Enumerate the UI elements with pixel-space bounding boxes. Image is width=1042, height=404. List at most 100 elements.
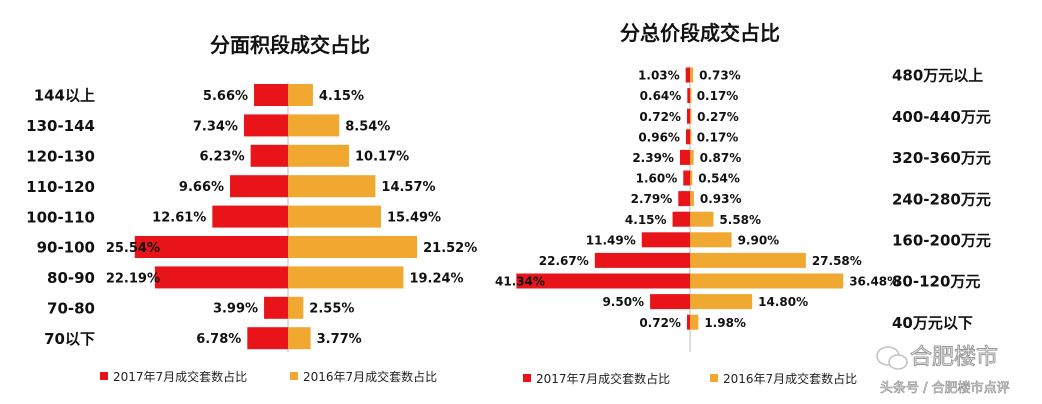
right-chart: 1.03% 0.64% 0.72% 0.96% 2.39% 1.60% 2.79% 4.15%… xyxy=(495,66,991,352)
bar-2017 xyxy=(250,144,288,167)
data-label-2017: 9.50% xyxy=(602,295,644,309)
data-label-2017: 11.49% xyxy=(586,233,636,247)
data-label-2017: 12.61% xyxy=(152,211,206,226)
bar-2016 xyxy=(288,114,340,137)
data-label-2016: 19.24% xyxy=(409,271,463,286)
data-label-2017: 2.79% xyxy=(631,192,673,206)
data-label-2016: 9.90% xyxy=(738,233,780,247)
bar-2016 xyxy=(288,327,311,350)
bar-2016 xyxy=(690,273,844,289)
bar-2017 xyxy=(243,114,288,137)
data-label-2016: 4.15% xyxy=(319,89,364,104)
data-label-2016: 27.58% xyxy=(812,254,862,268)
data-label-2017: 6.23% xyxy=(200,150,245,165)
bar-2016 xyxy=(288,296,304,319)
category-label: 90-100 xyxy=(37,239,95,257)
data-label-2017: 25.54% xyxy=(106,241,160,256)
bar-2017 xyxy=(685,129,690,145)
data-label-2016: 14.57% xyxy=(381,180,435,195)
bar-2016 xyxy=(690,108,692,124)
data-label-2017: 41.34% xyxy=(495,275,545,289)
right-chart-title: 分总价段成交占比 xyxy=(620,21,780,45)
bar-2017 xyxy=(516,273,690,289)
bar-2017 xyxy=(687,88,690,104)
data-label-2016: 1.98% xyxy=(704,316,746,330)
data-label-2016: 0.54% xyxy=(698,172,740,186)
bar-2016 xyxy=(288,236,418,258)
bar-2016 xyxy=(690,211,714,227)
data-label-2016: 0.73% xyxy=(699,69,741,83)
legend-swatch-2016-right xyxy=(710,374,718,382)
data-label-2017: 6.78% xyxy=(196,332,241,347)
bar-2016 xyxy=(288,266,404,289)
bar-2017 xyxy=(264,296,288,319)
category-label: 120-130 xyxy=(26,148,95,166)
bar-2017 xyxy=(254,84,288,106)
bar-2017 xyxy=(678,191,690,207)
data-label-2017: 7.34% xyxy=(193,119,238,134)
bar-2017 xyxy=(650,294,690,310)
data-label-2016: 0.17% xyxy=(697,130,739,144)
data-label-2016: 15.49% xyxy=(387,211,441,226)
bar-2016 xyxy=(690,129,692,145)
data-label-2017: 0.72% xyxy=(639,316,681,330)
bar-2017 xyxy=(686,314,690,330)
data-label-2016: 14.80% xyxy=(758,295,808,309)
bar-2016 xyxy=(690,149,694,165)
category-label: 70-80 xyxy=(47,300,95,318)
bar-2016 xyxy=(288,205,381,228)
legend-swatch-2017 xyxy=(100,372,108,380)
category-label: 160-200万元 xyxy=(892,232,991,250)
legend-swatch-2016 xyxy=(290,372,298,380)
left-chart-title: 分面积段成交占比 xyxy=(210,33,370,57)
legend-label-2016-right: 2016年7月成交套数占比 xyxy=(723,371,857,386)
data-label-2017: 0.72% xyxy=(639,110,681,124)
data-label-2016: 0.17% xyxy=(697,89,739,103)
data-label-2017: 9.66% xyxy=(179,180,224,195)
category-label: 320-360万元 xyxy=(892,149,991,167)
data-label-2017: 0.96% xyxy=(638,130,680,144)
bar-2017 xyxy=(683,170,690,186)
data-label-2016: 5.58% xyxy=(719,213,761,227)
bar-2016 xyxy=(690,67,694,83)
data-label-2016: 3.77% xyxy=(317,332,362,347)
data-label-2017: 22.19% xyxy=(106,271,160,286)
data-label-2017: 3.99% xyxy=(213,302,258,317)
category-label: 110-120 xyxy=(26,178,95,196)
bar-2017 xyxy=(230,175,288,198)
data-label-2016: 21.52% xyxy=(423,241,477,256)
data-label-2017: 0.64% xyxy=(640,89,682,103)
data-label-2017: 1.03% xyxy=(638,69,680,83)
data-label-2016: 2.55% xyxy=(309,302,354,317)
bar-2016 xyxy=(288,84,313,106)
data-label-2016: 36.48% xyxy=(849,275,899,289)
category-label: 144以上 xyxy=(34,87,95,105)
category-label: 70以下 xyxy=(44,330,95,348)
data-label-2016: 0.87% xyxy=(700,151,742,165)
data-label-2016: 0.27% xyxy=(697,110,739,124)
bar-2016 xyxy=(690,314,699,330)
category-label: 480万元以上 xyxy=(892,67,983,85)
data-label-2017: 1.60% xyxy=(636,172,678,186)
data-label-2016: 8.54% xyxy=(345,119,390,134)
data-label-2016: 0.93% xyxy=(700,192,742,206)
bar-2016 xyxy=(690,232,732,248)
data-label-2017: 4.15% xyxy=(625,213,667,227)
category-label: 80-90 xyxy=(47,269,95,287)
bar-2016 xyxy=(690,252,806,268)
category-label: 100-110 xyxy=(26,208,95,226)
left-chart: 5.66% 7.34% 6.23% 9.66% 12.61% 25.54% 22.19% 3.… xyxy=(26,82,477,352)
bar-2017 xyxy=(672,211,690,227)
bar-2017 xyxy=(212,205,288,228)
bar-2017 xyxy=(134,236,288,258)
bar-2017 xyxy=(594,252,690,268)
bar-2016 xyxy=(690,88,692,104)
data-label-2017: 22.67% xyxy=(539,254,589,268)
data-label-2017: 5.66% xyxy=(203,89,248,104)
bar-2017 xyxy=(247,327,288,350)
bar-2017 xyxy=(686,108,690,124)
bar-2017 xyxy=(685,67,690,83)
bar-2016 xyxy=(288,175,376,198)
category-label: 130-144 xyxy=(26,117,95,135)
